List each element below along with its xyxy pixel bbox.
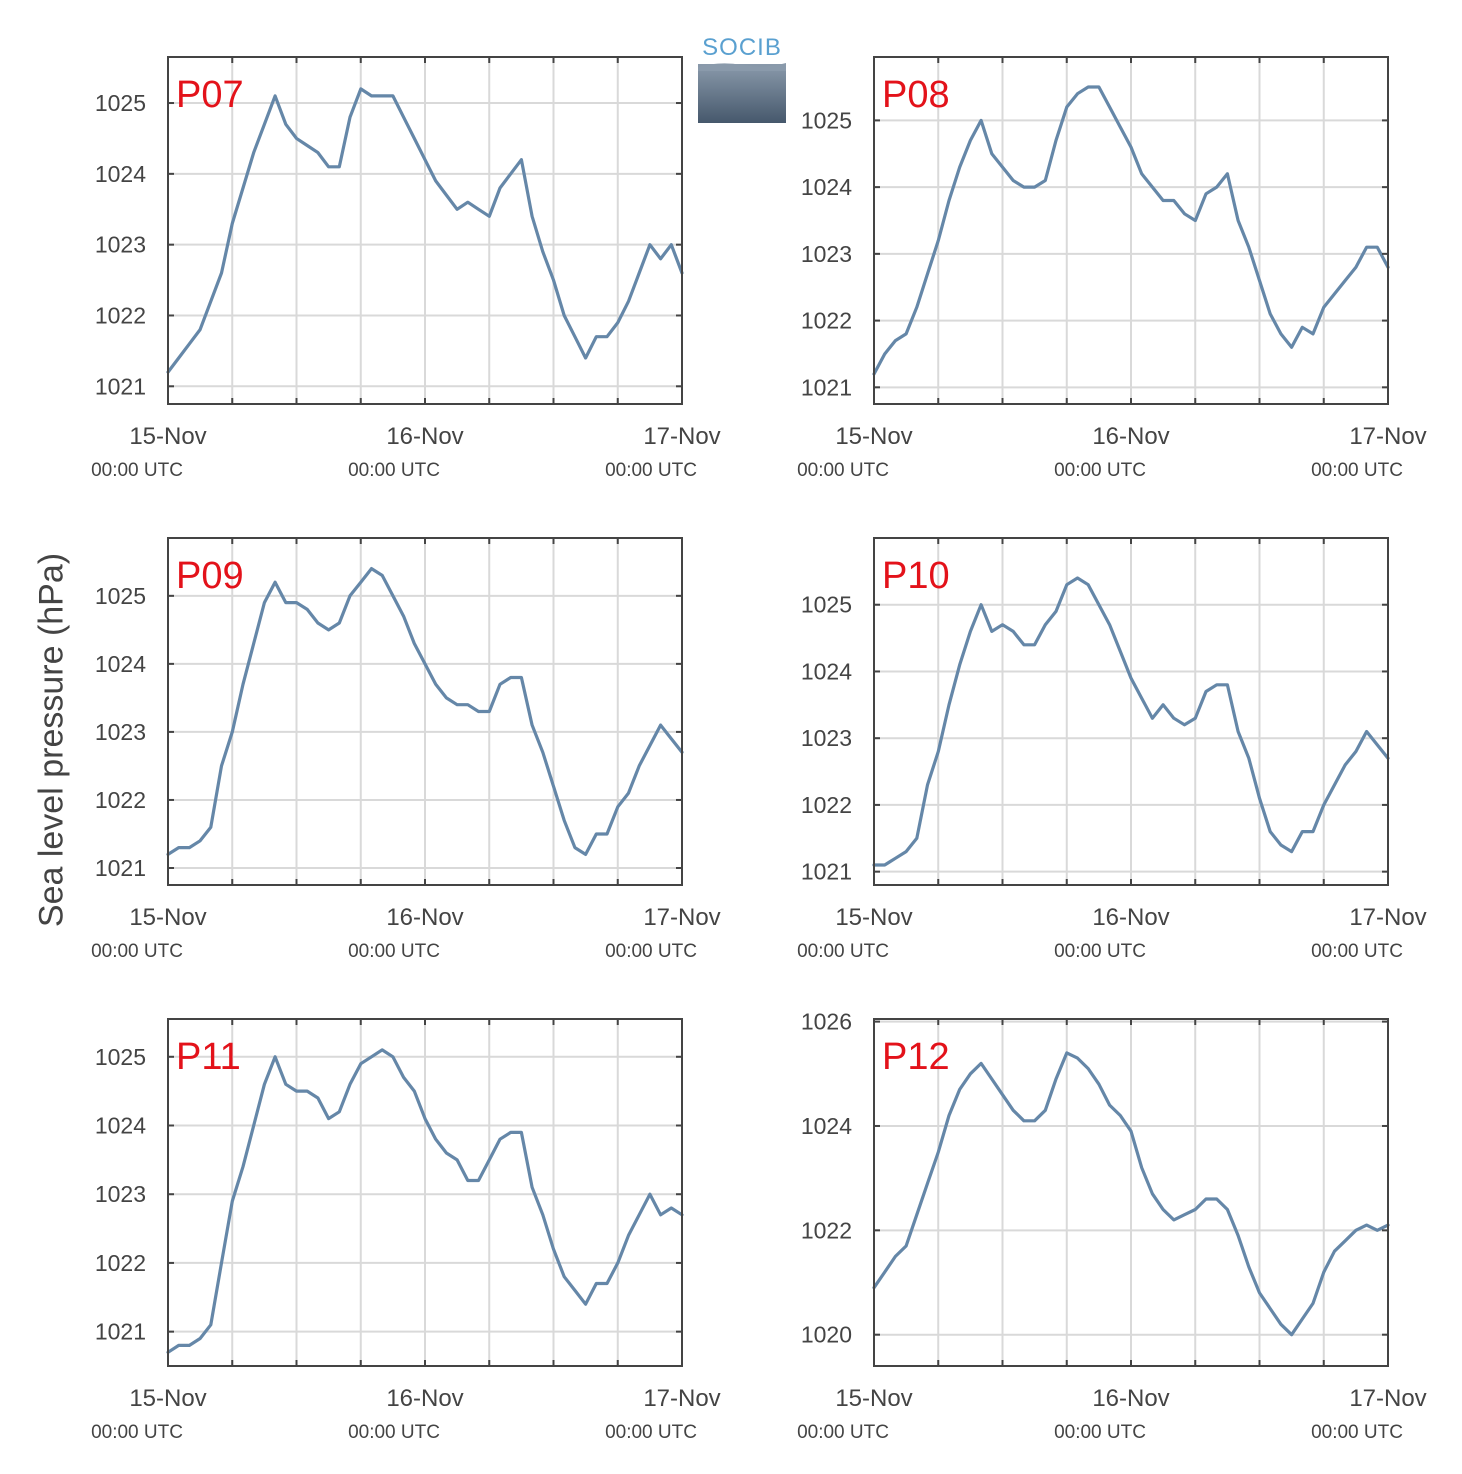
x-tick-label-date: 17-Nov: [643, 904, 720, 931]
y-tick-label: 1022: [95, 302, 146, 328]
series-line-p11: [166, 1048, 684, 1354]
y-tick-label: 1022: [95, 1250, 146, 1276]
x-tick-label-date: 16-Nov: [386, 1385, 463, 1412]
y-tick-label: 1024: [95, 651, 146, 677]
chart-panel-p09: 1021 1022 1023 1024 1025 15-Nov 00:00 UTC 16-No…: [91, 537, 721, 962]
socib-logo: SOCIB: [697, 34, 787, 126]
x-tick-label-time: 00:00 UTC: [1054, 941, 1146, 962]
x-tick-label-time: 00:00 UTC: [605, 460, 697, 481]
x-tick-label-date: 15-Nov: [835, 423, 912, 450]
y-tick-label: 1025: [95, 1044, 146, 1070]
x-tick-label-time: 00:00 UTC: [348, 460, 440, 481]
y-tick-label: 1025: [95, 583, 146, 609]
panel-label: P11: [176, 1036, 241, 1078]
y-tick-label: 1021: [801, 859, 852, 885]
panel-label: P07: [176, 74, 244, 116]
y-tick-label: 1023: [801, 241, 852, 267]
chart-panel-p11: 1021 1022 1023 1024 1025 15-Nov 00:00 UTC 16-No…: [91, 1018, 721, 1443]
y-tick-label: 1023: [95, 232, 146, 258]
y-tick-label: 1025: [95, 90, 146, 116]
x-tick-label-time: 00:00 UTC: [797, 460, 889, 481]
x-tick-label-date: 17-Nov: [643, 1385, 720, 1412]
x-tick-label-date: 17-Nov: [1349, 423, 1426, 450]
x-tick-label-date: 15-Nov: [835, 1385, 912, 1412]
series-line-p09: [166, 566, 684, 857]
y-tick-label: 1023: [95, 719, 146, 745]
y-tick-label: 1026: [801, 1009, 852, 1035]
x-tick-label-time: 00:00 UTC: [797, 941, 889, 962]
x-tick-label-date: 15-Nov: [129, 1385, 206, 1412]
x-tick-label-date: 17-Nov: [643, 423, 720, 450]
y-tick-label: 1020: [801, 1322, 852, 1348]
x-tick-label-time: 00:00 UTC: [605, 941, 697, 962]
x-tick-label-time: 00:00 UTC: [348, 941, 440, 962]
x-tick-label-time: 00:00 UTC: [1054, 460, 1146, 481]
x-tick-label-date: 17-Nov: [1349, 1385, 1426, 1412]
y-tick-label: 1023: [801, 725, 852, 751]
y-tick-label: 1024: [801, 1113, 852, 1139]
y-tick-label: 1024: [95, 1113, 146, 1139]
x-tick-label-time: 00:00 UTC: [1311, 460, 1403, 481]
x-tick-label-time: 00:00 UTC: [1311, 941, 1403, 962]
x-tick-label-time: 00:00 UTC: [91, 1422, 183, 1443]
chart-panel-p12: 1020 1022 1024 1026 15-Nov 00:00 UTC 16-Nov 00:…: [797, 1009, 1427, 1443]
panel-label: P08: [882, 74, 950, 116]
series-line-p08: [872, 85, 1390, 376]
x-tick-label-date: 15-Nov: [129, 423, 206, 450]
x-tick-label-time: 00:00 UTC: [1311, 1422, 1403, 1443]
x-tick-label-date: 17-Nov: [1349, 904, 1426, 931]
y-tick-label: 1025: [801, 592, 852, 618]
x-tick-label-time: 00:00 UTC: [91, 460, 183, 481]
x-tick-label-date: 16-Nov: [386, 904, 463, 931]
chart-panel-p07: 1021 1022 1023 1024 1025 15-Nov 00:00 UTC 16-No…: [91, 56, 721, 481]
series-line-p07: [166, 87, 684, 374]
y-tick-label: 1021: [95, 1319, 146, 1345]
chart-panel-p10: 1021 1022 1023 1024 1025 15-Nov 00:00 UTC 16-No…: [797, 537, 1427, 962]
y-tick-label: 1024: [801, 174, 852, 200]
chart-panel-p08: 1021 1022 1023 1024 1025 15-Nov 00:00 UTC 16-No…: [797, 56, 1427, 481]
x-tick-label-time: 00:00 UTC: [1054, 1422, 1146, 1443]
y-tick-label: 1022: [801, 308, 852, 334]
x-tick-label-time: 00:00 UTC: [91, 941, 183, 962]
x-tick-label-date: 16-Nov: [1092, 423, 1169, 450]
y-tick-label: 1022: [801, 1217, 852, 1243]
y-tick-label: 1024: [95, 161, 146, 187]
y-tick-label: 1022: [95, 787, 146, 813]
y-tick-label: 1021: [95, 373, 146, 399]
x-tick-label-date: 16-Nov: [1092, 1385, 1169, 1412]
series-line-p10: [872, 576, 1390, 867]
x-tick-label-date: 16-Nov: [386, 423, 463, 450]
y-tick-label: 1021: [801, 374, 852, 400]
socib-logo-wave: [698, 63, 786, 71]
x-tick-label-time: 00:00 UTC: [605, 1422, 697, 1443]
series-line-p12: [872, 1051, 1390, 1337]
y-axis-label-text: Sea level pressure (hPa): [32, 552, 71, 928]
socib-logo-box: [698, 64, 786, 123]
y-tick-label: 1025: [801, 107, 852, 133]
x-tick-label-date: 15-Nov: [835, 904, 912, 931]
y-tick-label: 1023: [95, 1181, 146, 1207]
x-tick-label-time: 00:00 UTC: [348, 1422, 440, 1443]
y-tick-label: 1024: [801, 658, 852, 684]
panel-label: P10: [882, 555, 950, 597]
x-tick-label-time: 00:00 UTC: [797, 1422, 889, 1443]
x-tick-label-date: 16-Nov: [1092, 904, 1169, 931]
panel-label: P12: [882, 1036, 950, 1078]
socib-logo-text: SOCIB: [702, 34, 782, 61]
x-tick-label-date: 15-Nov: [129, 904, 206, 931]
y-tick-label: 1022: [801, 792, 852, 818]
panel-label: P09: [176, 555, 244, 597]
y-tick-label: 1021: [95, 855, 146, 881]
